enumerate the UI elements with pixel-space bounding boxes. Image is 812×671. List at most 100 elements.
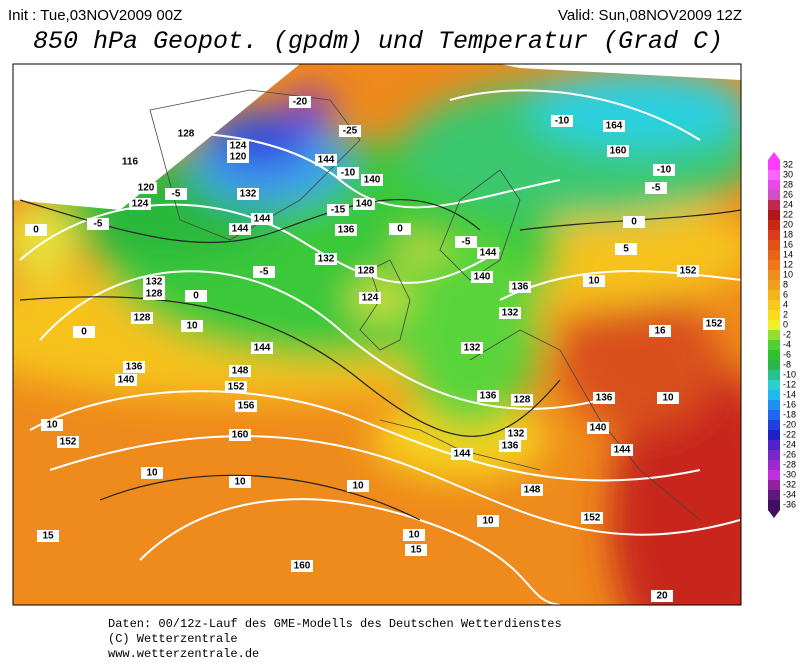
colorbar-band bbox=[768, 500, 780, 511]
colorbar-label: 12 bbox=[783, 259, 793, 269]
contour-label: 10 bbox=[352, 481, 364, 492]
colorbar-label: 28 bbox=[783, 179, 793, 189]
label-box bbox=[347, 480, 369, 492]
contour-label: 136 bbox=[502, 441, 519, 452]
colorbar-band bbox=[768, 470, 780, 481]
contour-label: 128 bbox=[134, 313, 151, 324]
label-box bbox=[353, 198, 375, 210]
contour-label: -10 bbox=[341, 168, 356, 179]
contour-label: 128 bbox=[358, 266, 375, 277]
label-box bbox=[389, 223, 411, 235]
contour-label: 128 bbox=[178, 129, 195, 140]
label-box bbox=[455, 236, 477, 248]
label-box bbox=[315, 253, 337, 265]
colorbar-band bbox=[768, 400, 780, 411]
colorbar-label: 26 bbox=[783, 189, 793, 199]
colorbar-label: -28 bbox=[783, 459, 796, 469]
contour-label: 124 bbox=[132, 199, 149, 210]
label-box bbox=[359, 292, 381, 304]
colorbar-band bbox=[768, 290, 780, 301]
contour-label: 132 bbox=[502, 308, 519, 319]
colorbar-band bbox=[768, 420, 780, 431]
colorbar-label: -34 bbox=[783, 489, 796, 499]
contour-label: -25 bbox=[343, 126, 358, 137]
contour-label: 140 bbox=[118, 375, 135, 386]
colorbar-label: -20 bbox=[783, 419, 796, 429]
contour-label: 152 bbox=[60, 437, 77, 448]
colorbar-label: 6 bbox=[783, 289, 788, 299]
colorbar-label: -22 bbox=[783, 429, 796, 439]
colorbar-label: -36 bbox=[783, 499, 796, 509]
label-box bbox=[581, 512, 603, 524]
contour-label: -10 bbox=[555, 116, 570, 127]
label-box bbox=[587, 422, 609, 434]
contour-label: 0 bbox=[81, 327, 87, 338]
no-data-area bbox=[13, 64, 300, 210]
label-box bbox=[181, 320, 203, 332]
colorbar-label: 20 bbox=[783, 219, 793, 229]
colorbar-band bbox=[768, 160, 780, 171]
colorbar-cap bbox=[768, 510, 780, 518]
colorbar-label: -10 bbox=[783, 369, 796, 379]
colorbar-label: -6 bbox=[783, 349, 791, 359]
colorbar-label: 16 bbox=[783, 239, 793, 249]
label-box bbox=[615, 243, 637, 255]
label-box bbox=[677, 265, 699, 277]
contour-label: 152 bbox=[680, 266, 697, 277]
colorbar-band bbox=[768, 240, 780, 251]
colorbar-label: -8 bbox=[783, 359, 791, 369]
label-box bbox=[131, 312, 153, 324]
contour-label: 120 bbox=[230, 152, 247, 163]
label-box bbox=[251, 213, 273, 225]
contour-label: -5 bbox=[462, 237, 471, 248]
contour-label: 144 bbox=[480, 248, 497, 259]
label-box bbox=[57, 436, 79, 448]
label-box bbox=[623, 216, 645, 228]
colorbar-band bbox=[768, 190, 780, 201]
contour-label: -5 bbox=[94, 219, 103, 230]
contour-label: 10 bbox=[482, 516, 494, 527]
colorbar-label: 0 bbox=[783, 319, 788, 329]
label-box bbox=[339, 125, 361, 137]
label-box bbox=[645, 182, 667, 194]
label-box bbox=[703, 318, 725, 330]
map-frame bbox=[12, 63, 742, 606]
label-box bbox=[227, 151, 249, 163]
label-box bbox=[289, 96, 311, 108]
label-box bbox=[165, 188, 187, 200]
colorbar-band bbox=[768, 320, 780, 331]
colorbar-band bbox=[768, 230, 780, 241]
label-box bbox=[229, 223, 251, 235]
contour-label: -5 bbox=[652, 183, 661, 194]
label-box bbox=[291, 560, 313, 572]
contour-label: 15 bbox=[42, 531, 54, 542]
colorbar-band bbox=[768, 350, 780, 361]
label-box bbox=[251, 342, 273, 354]
colorbar-band bbox=[768, 380, 780, 391]
label-box bbox=[477, 515, 499, 527]
no-data-area bbox=[500, 64, 741, 80]
contour-label: 140 bbox=[474, 272, 491, 283]
label-box bbox=[403, 529, 425, 541]
colorbar-band bbox=[768, 430, 780, 441]
colorbar-label: -2 bbox=[783, 329, 791, 339]
colorbar-label: -12 bbox=[783, 379, 796, 389]
contour-label: -5 bbox=[172, 189, 181, 200]
colorbar-band bbox=[768, 260, 780, 271]
contour-label: 160 bbox=[294, 561, 311, 572]
colorbar-band bbox=[768, 460, 780, 471]
contour-label: 124 bbox=[230, 141, 247, 152]
colorbar-band bbox=[768, 280, 780, 291]
colorbar-band bbox=[768, 250, 780, 261]
label-box bbox=[73, 326, 95, 338]
label-box bbox=[653, 164, 675, 176]
contour-label: 132 bbox=[146, 277, 163, 288]
label-box bbox=[129, 198, 151, 210]
colorbar-label: -14 bbox=[783, 389, 796, 399]
contour-label: 148 bbox=[232, 366, 249, 377]
label-box bbox=[593, 392, 615, 404]
label-box bbox=[37, 530, 59, 542]
colorbar-band bbox=[768, 170, 780, 181]
contour-label: 156 bbox=[238, 401, 255, 412]
